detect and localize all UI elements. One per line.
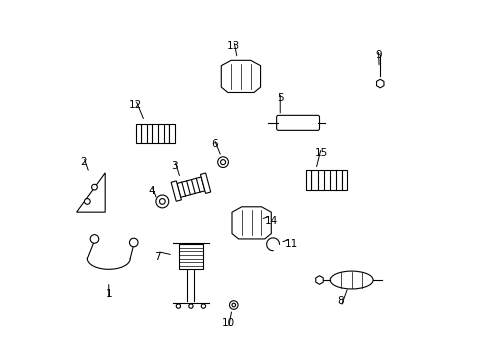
Circle shape (159, 199, 165, 204)
Polygon shape (231, 207, 271, 239)
Bar (169, 124, 175, 143)
Circle shape (176, 304, 180, 308)
Circle shape (84, 199, 90, 204)
Polygon shape (315, 276, 323, 284)
Text: 2: 2 (80, 157, 87, 167)
Bar (200, 173, 210, 193)
Text: 8: 8 (337, 296, 344, 306)
Text: 9: 9 (374, 50, 381, 60)
Bar (135, 124, 141, 143)
Circle shape (129, 238, 138, 247)
Circle shape (91, 184, 97, 190)
Bar (177, 177, 204, 197)
Text: 15: 15 (314, 148, 327, 158)
Text: 1: 1 (105, 289, 112, 299)
Text: 6: 6 (210, 139, 217, 149)
Ellipse shape (329, 271, 372, 289)
Text: 7: 7 (153, 252, 160, 262)
Text: 10: 10 (222, 318, 235, 328)
Circle shape (229, 301, 238, 309)
Polygon shape (376, 79, 383, 88)
Bar (311, 170, 341, 190)
Circle shape (90, 235, 99, 243)
FancyBboxPatch shape (276, 115, 319, 130)
Bar (141, 124, 169, 143)
Polygon shape (221, 60, 260, 93)
Polygon shape (77, 173, 105, 212)
Text: 14: 14 (264, 216, 277, 226)
Text: 5: 5 (276, 93, 283, 103)
Text: 12: 12 (129, 100, 142, 110)
Circle shape (231, 303, 235, 307)
Bar (171, 181, 181, 201)
Text: 3: 3 (171, 161, 178, 171)
Circle shape (156, 195, 168, 208)
Bar (179, 244, 202, 269)
Text: 13: 13 (227, 41, 240, 51)
Circle shape (201, 304, 205, 308)
Text: 4: 4 (148, 186, 155, 196)
Bar (341, 170, 346, 190)
Circle shape (188, 304, 193, 308)
Circle shape (220, 159, 225, 165)
Bar (305, 170, 311, 190)
Text: 11: 11 (284, 239, 297, 249)
Circle shape (217, 157, 228, 167)
